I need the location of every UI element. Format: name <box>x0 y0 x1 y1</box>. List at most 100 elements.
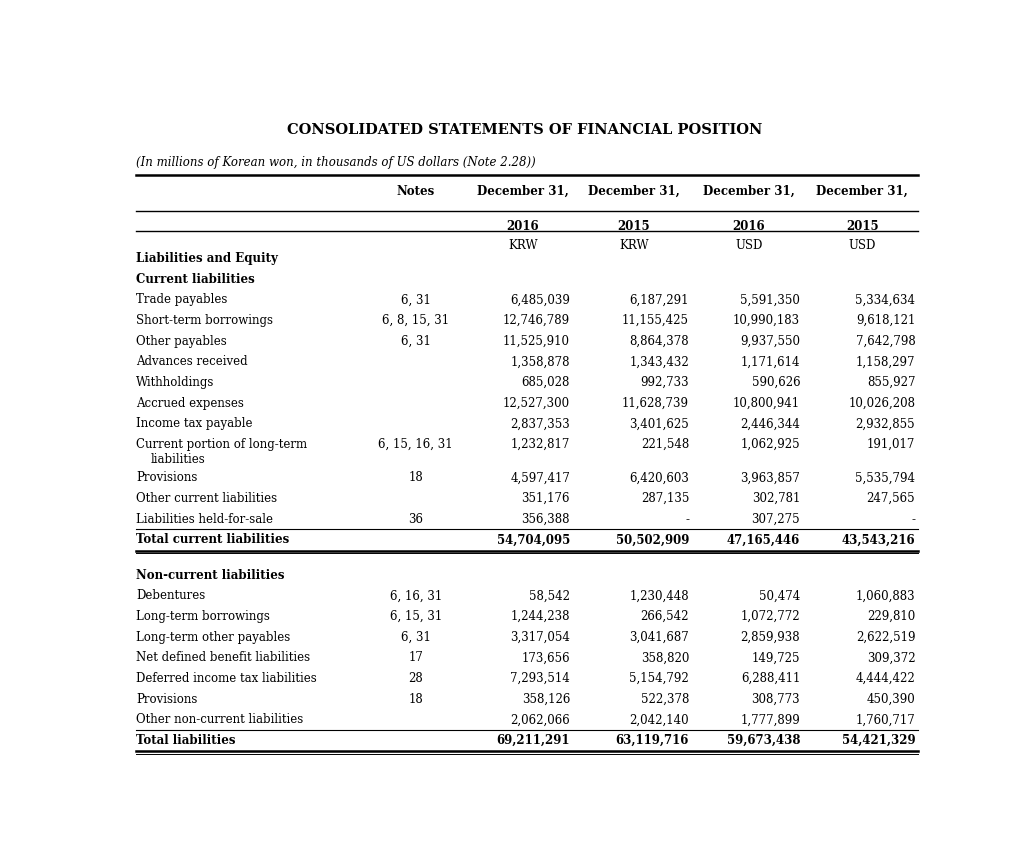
Text: 18: 18 <box>409 471 423 484</box>
Text: 6, 31: 6, 31 <box>400 294 431 307</box>
Text: 50,502,909: 50,502,909 <box>615 533 689 546</box>
Text: 8,864,378: 8,864,378 <box>630 334 689 347</box>
Text: 3,041,687: 3,041,687 <box>630 630 689 643</box>
Text: 358,820: 358,820 <box>641 651 689 664</box>
Text: 6, 8, 15, 31: 6, 8, 15, 31 <box>382 314 450 327</box>
Text: 10,800,941: 10,800,941 <box>733 397 800 410</box>
Text: 2,446,344: 2,446,344 <box>740 417 800 430</box>
Text: 5,334,634: 5,334,634 <box>855 294 915 307</box>
Text: 10,990,183: 10,990,183 <box>733 314 800 327</box>
Text: Provisions: Provisions <box>136 471 198 484</box>
Text: 6, 15, 31: 6, 15, 31 <box>389 610 441 623</box>
Text: 5,591,350: 5,591,350 <box>740 294 800 307</box>
Text: Debentures: Debentures <box>136 590 205 603</box>
Text: 2,859,938: 2,859,938 <box>740 630 800 643</box>
Text: Withholdings: Withholdings <box>136 376 214 389</box>
Text: Trade payables: Trade payables <box>136 294 227 307</box>
Text: 1,060,883: 1,060,883 <box>856 590 915 603</box>
Text: 1,760,717: 1,760,717 <box>855 714 915 727</box>
Text: 11,628,739: 11,628,739 <box>622 397 689 410</box>
Text: 266,542: 266,542 <box>641 610 689 623</box>
Text: 247,565: 247,565 <box>866 492 915 505</box>
Text: 2015: 2015 <box>846 220 879 233</box>
Text: 2,042,140: 2,042,140 <box>630 714 689 727</box>
Text: 1,171,614: 1,171,614 <box>740 355 800 368</box>
Text: KRW: KRW <box>620 239 649 252</box>
Text: KRW: KRW <box>508 239 538 252</box>
Text: Advances received: Advances received <box>136 355 248 368</box>
Text: Current portion of long-term: Current portion of long-term <box>136 438 307 451</box>
Text: 307,275: 307,275 <box>752 513 800 526</box>
Text: Non-current liabilities: Non-current liabilities <box>136 569 285 582</box>
Text: 1,158,297: 1,158,297 <box>856 355 915 368</box>
Text: 7,642,798: 7,642,798 <box>855 334 915 347</box>
Text: 287,135: 287,135 <box>641 492 689 505</box>
Text: 11,155,425: 11,155,425 <box>622 314 689 327</box>
Text: 1,343,432: 1,343,432 <box>630 355 689 368</box>
Text: 191,017: 191,017 <box>867 438 915 451</box>
Text: 590,626: 590,626 <box>752 376 800 389</box>
Text: Liabilities and Equity: Liabilities and Equity <box>136 252 278 265</box>
Text: Total liabilities: Total liabilities <box>136 734 236 747</box>
Text: 5,154,792: 5,154,792 <box>630 672 689 685</box>
Text: 12,527,300: 12,527,300 <box>503 397 570 410</box>
Text: CONSOLIDATED STATEMENTS OF FINANCIAL POSITION: CONSOLIDATED STATEMENTS OF FINANCIAL POS… <box>287 123 763 137</box>
Text: 59,673,438: 59,673,438 <box>727 734 800 747</box>
Text: Income tax payable: Income tax payable <box>136 417 253 430</box>
Text: 54,421,329: 54,421,329 <box>842 734 915 747</box>
Text: 6, 16, 31: 6, 16, 31 <box>389 590 441 603</box>
Text: -: - <box>685 513 689 526</box>
Text: 2,837,353: 2,837,353 <box>510 417 570 430</box>
Text: 2,062,066: 2,062,066 <box>510 714 570 727</box>
Text: 2015: 2015 <box>617 220 650 233</box>
Text: 2016: 2016 <box>507 220 539 233</box>
Text: 358,126: 358,126 <box>521 693 570 706</box>
Text: 50,474: 50,474 <box>759 590 800 603</box>
Text: 10,026,208: 10,026,208 <box>848 397 915 410</box>
Text: 18: 18 <box>409 693 423 706</box>
Text: 308,773: 308,773 <box>752 693 800 706</box>
Text: 6,288,411: 6,288,411 <box>740 672 800 685</box>
Text: 47,165,446: 47,165,446 <box>727 533 800 546</box>
Text: December 31,: December 31, <box>816 185 908 198</box>
Text: 4,444,422: 4,444,422 <box>855 672 915 685</box>
Text: 36: 36 <box>409 513 423 526</box>
Text: 1,072,772: 1,072,772 <box>740 610 800 623</box>
Text: USD: USD <box>735 239 763 252</box>
Text: 221,548: 221,548 <box>641 438 689 451</box>
Text: Notes: Notes <box>396 185 435 198</box>
Text: Current liabilities: Current liabilities <box>136 273 255 286</box>
Text: 685,028: 685,028 <box>521 376 570 389</box>
Text: 7,293,514: 7,293,514 <box>510 672 570 685</box>
Text: 522,378: 522,378 <box>641 693 689 706</box>
Text: 3,401,625: 3,401,625 <box>630 417 689 430</box>
Text: 58,542: 58,542 <box>529 590 570 603</box>
Text: 54,704,095: 54,704,095 <box>497 533 570 546</box>
Text: 6,485,039: 6,485,039 <box>510 294 570 307</box>
Text: Net defined benefit liabilities: Net defined benefit liabilities <box>136 651 310 664</box>
Text: (In millions of Korean won, in thousands of US dollars (Note 2.28)): (In millions of Korean won, in thousands… <box>136 156 536 169</box>
Text: Deferred income tax liabilities: Deferred income tax liabilities <box>136 672 316 685</box>
Text: 5,535,794: 5,535,794 <box>855 471 915 484</box>
Text: 302,781: 302,781 <box>752 492 800 505</box>
Text: 63,119,716: 63,119,716 <box>615 734 689 747</box>
Text: 1,062,925: 1,062,925 <box>740 438 800 451</box>
Text: Other current liabilities: Other current liabilities <box>136 492 278 505</box>
Text: 149,725: 149,725 <box>752 651 800 664</box>
Text: Long-term borrowings: Long-term borrowings <box>136 610 269 623</box>
Text: Accrued expenses: Accrued expenses <box>136 397 244 410</box>
Text: 9,937,550: 9,937,550 <box>740 334 800 347</box>
Text: 6,187,291: 6,187,291 <box>630 294 689 307</box>
Text: USD: USD <box>849 239 876 252</box>
Text: 4,597,417: 4,597,417 <box>510 471 570 484</box>
Text: 855,927: 855,927 <box>866 376 915 389</box>
Text: 229,810: 229,810 <box>867 610 915 623</box>
Text: Short-term borrowings: Short-term borrowings <box>136 314 273 327</box>
Text: 6,420,603: 6,420,603 <box>629 471 689 484</box>
Text: 28: 28 <box>409 672 423 685</box>
Text: 11,525,910: 11,525,910 <box>503 334 570 347</box>
Text: December 31,: December 31, <box>477 185 568 198</box>
Text: 173,656: 173,656 <box>521 651 570 664</box>
Text: 2,622,519: 2,622,519 <box>856 630 915 643</box>
Text: Other payables: Other payables <box>136 334 226 347</box>
